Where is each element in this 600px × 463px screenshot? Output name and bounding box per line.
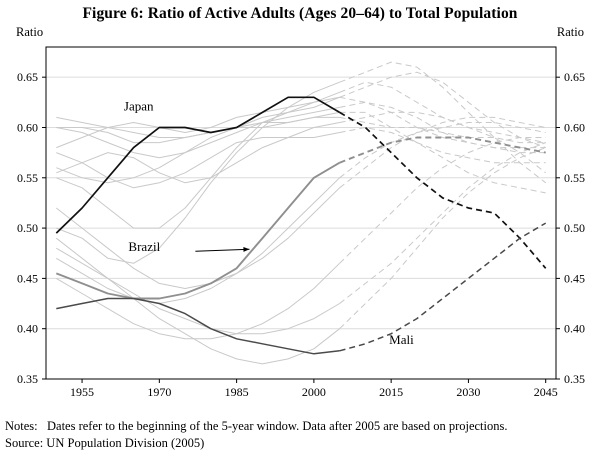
source-text: Source: UN Population Division (2005) (5, 435, 205, 450)
y-tick-label-left: 0.40 (17, 322, 38, 336)
line-mali-projected (339, 222, 547, 352)
x-tick-label: 1985 (225, 385, 249, 399)
y-tick-label-right: 0.55 (564, 171, 585, 185)
background-line-8-projected (339, 142, 546, 304)
background-line-0-historical (56, 132, 340, 189)
y-tick-label-right: 0.35 (564, 372, 585, 386)
y-tick-label-left: 0.50 (17, 221, 38, 235)
background-line-10-projected (339, 111, 546, 144)
line-brazil-historical (55, 161, 341, 300)
x-tick-label: 2030 (456, 385, 480, 399)
background-line-0-projected (339, 127, 546, 164)
background-line-12-projected (339, 101, 546, 154)
background-line-9-historical (56, 96, 340, 149)
y-tick-label-left: 0.45 (17, 271, 38, 285)
x-tick-label: 1955 (70, 385, 94, 399)
background-line-7-projected (339, 137, 546, 264)
label-arrowhead (243, 247, 250, 252)
y-tick-label-left: 0.35 (17, 372, 38, 386)
line-japan-historical (55, 96, 341, 234)
background-line-6-projected (339, 116, 546, 189)
series-label-japan: Japan (124, 98, 154, 113)
x-tick-label: 2045 (534, 385, 558, 399)
y-tick-label-right: 0.65 (564, 70, 585, 84)
background-line-3-historical (56, 91, 340, 229)
y-axis-title-left: Ratio (16, 25, 43, 39)
y-axis-title-right: Ratio (557, 25, 584, 39)
y-tick-label-right: 0.45 (564, 271, 585, 285)
background-line-2-projected (339, 61, 547, 184)
background-line-4-historical (56, 116, 340, 138)
y-tick-label-left: 0.65 (17, 70, 38, 84)
background-line-11-projected (339, 147, 546, 330)
series-label-brazil: Brazil (128, 239, 160, 254)
x-tick-label: 1970 (147, 385, 171, 399)
notes-text: Notes: Dates refer to the beginning of t… (5, 419, 508, 433)
plot-frame (45, 46, 557, 380)
line-mali-historical (56, 297, 340, 355)
background-line-6-historical (55, 187, 340, 289)
background-line-9-projected (339, 96, 546, 149)
x-tick-label: 2000 (302, 385, 326, 399)
y-tick-label-right: 0.50 (564, 221, 585, 235)
background-line-13-historical (56, 96, 340, 184)
y-tick-label-right: 0.40 (564, 322, 585, 336)
y-tick-label-left: 0.55 (17, 171, 38, 185)
background-line-11-historical (55, 237, 340, 365)
y-tick-label-left: 0.60 (17, 120, 38, 134)
background-line-10-historical (56, 122, 340, 184)
background-line-2-historical (56, 81, 340, 264)
background-line-1-projected (339, 111, 546, 194)
background-line-8-historical (56, 247, 340, 335)
line-japan-projected (339, 111, 547, 269)
background-line-5-historical (56, 177, 340, 304)
background-line-12-historical (56, 106, 340, 159)
figure-title: Figure 6: Ratio of Active Adults (Ages 2… (82, 5, 518, 22)
background-line-13-projected (339, 71, 546, 149)
background-line-5-projected (339, 122, 546, 179)
figure-page: Figure 6: Ratio of Active Adults (Ages 2… (5, 5, 585, 450)
y-tick-label-right: 0.60 (564, 120, 585, 134)
series-label-mali: Mali (389, 332, 414, 347)
x-tick-label: 2015 (379, 385, 403, 399)
background-line-7-historical (56, 262, 340, 340)
label-arrow (195, 248, 250, 252)
ratio-line-chart: Japan Brazil Mali 1955 1970 1985 2000 2015 2030 2… (16, 25, 585, 399)
